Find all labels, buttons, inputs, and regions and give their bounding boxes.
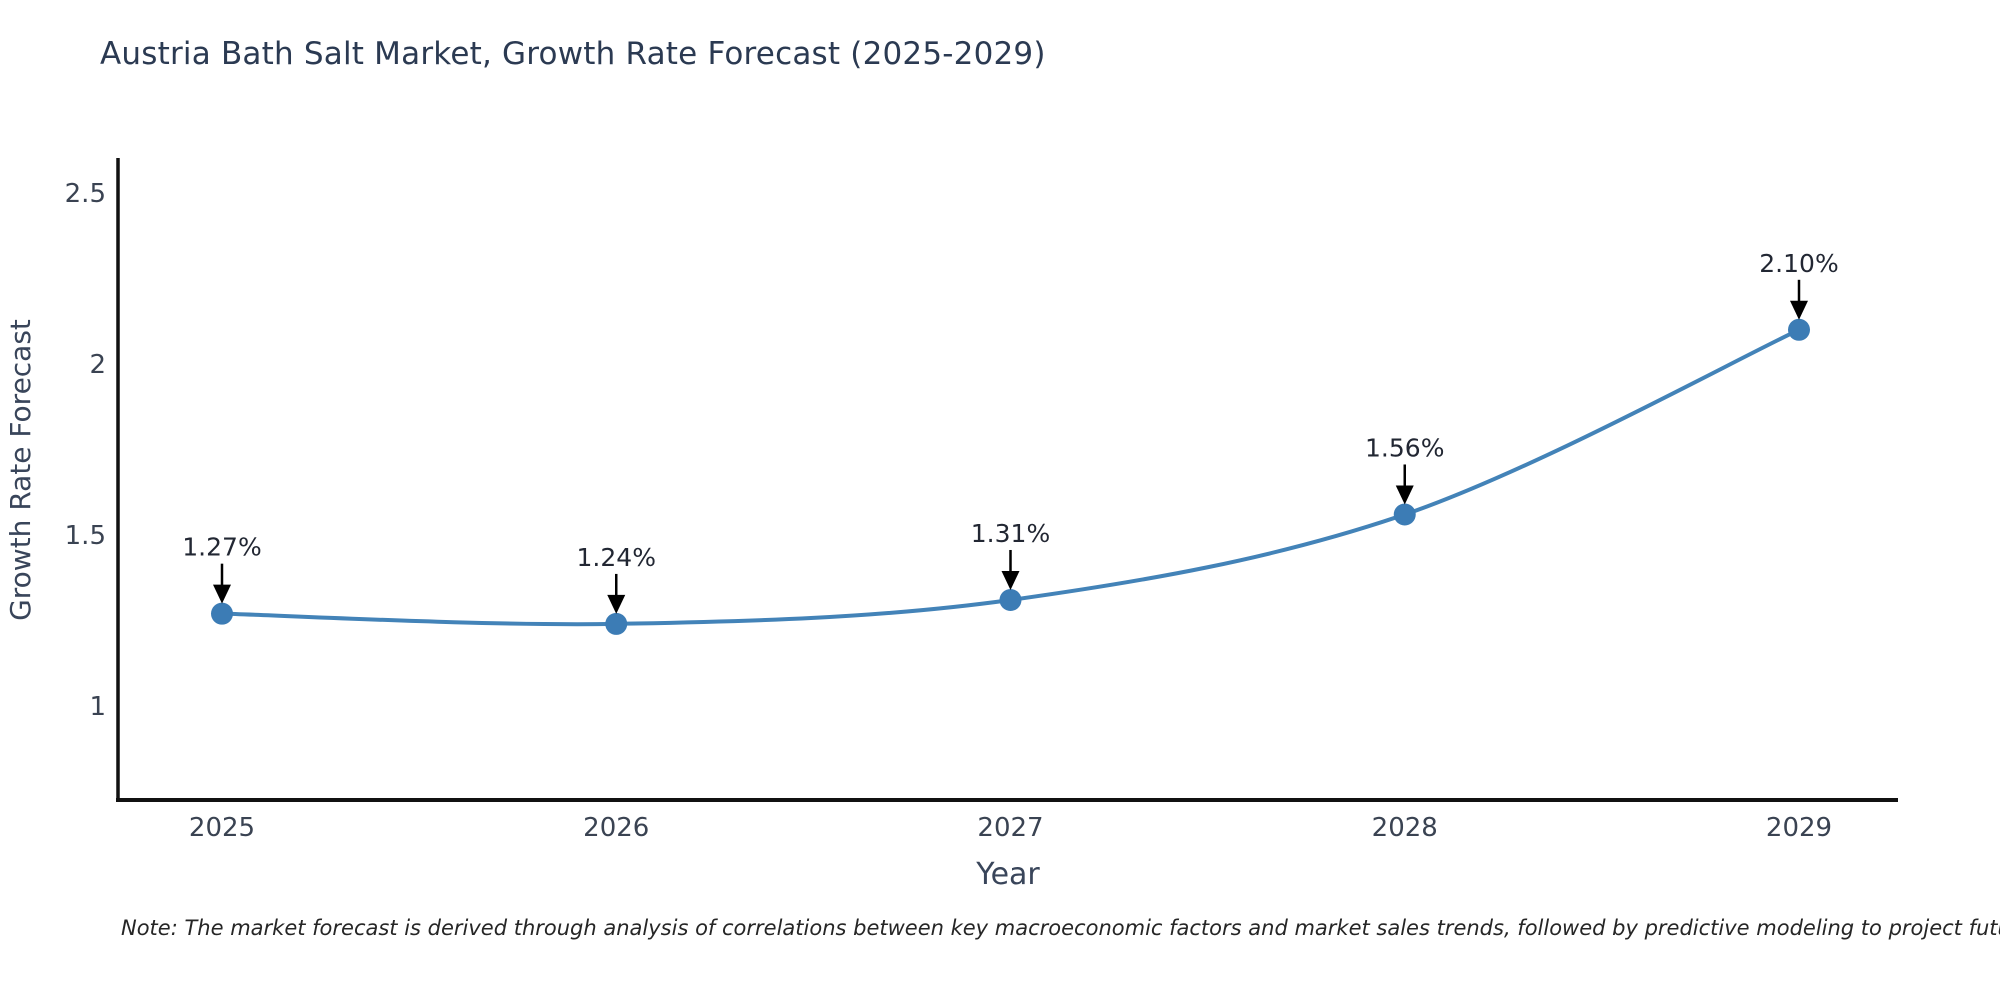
data-point-marker bbox=[1788, 318, 1810, 341]
y-axis-title: Growth Rate Forecast bbox=[4, 319, 37, 621]
point-annotation-label: 1.56% bbox=[1365, 433, 1444, 462]
annotation-arrowhead bbox=[1395, 485, 1414, 505]
x-axis-title: Year bbox=[975, 857, 1040, 892]
data-point-marker bbox=[211, 602, 233, 625]
x-tick-label: 2025 bbox=[189, 813, 255, 843]
x-tick-label: 2029 bbox=[1766, 813, 1832, 843]
y-tick-label: 2.5 bbox=[65, 179, 106, 209]
annotation-arrowhead bbox=[1790, 300, 1808, 320]
point-annotation-label: 1.31% bbox=[971, 519, 1050, 548]
y-tick-label: 2 bbox=[89, 350, 106, 380]
data-point-marker bbox=[605, 612, 628, 635]
point-annotation-label: 1.24% bbox=[577, 543, 656, 572]
annotation-arrowhead bbox=[213, 584, 231, 604]
footnote: Note: The market forecast is derived thr… bbox=[121, 916, 2000, 940]
x-tick-label: 2026 bbox=[583, 813, 649, 843]
point-annotation-label: 1.27% bbox=[182, 533, 261, 562]
data-point-marker bbox=[1393, 503, 1416, 526]
annotation-arrowhead bbox=[607, 594, 626, 614]
point-annotation-label: 2.10% bbox=[1759, 249, 1838, 278]
y-tick-label: 1.5 bbox=[65, 521, 106, 551]
x-tick-label: 2028 bbox=[1372, 813, 1438, 843]
data-point-marker bbox=[999, 588, 1022, 611]
x-tick-label: 2027 bbox=[977, 813, 1043, 843]
y-tick-label: 1 bbox=[89, 692, 106, 722]
annotation-arrowhead bbox=[1001, 570, 1020, 590]
chart-title: Austria Bath Salt Market, Growth Rate Fo… bbox=[100, 36, 1046, 72]
